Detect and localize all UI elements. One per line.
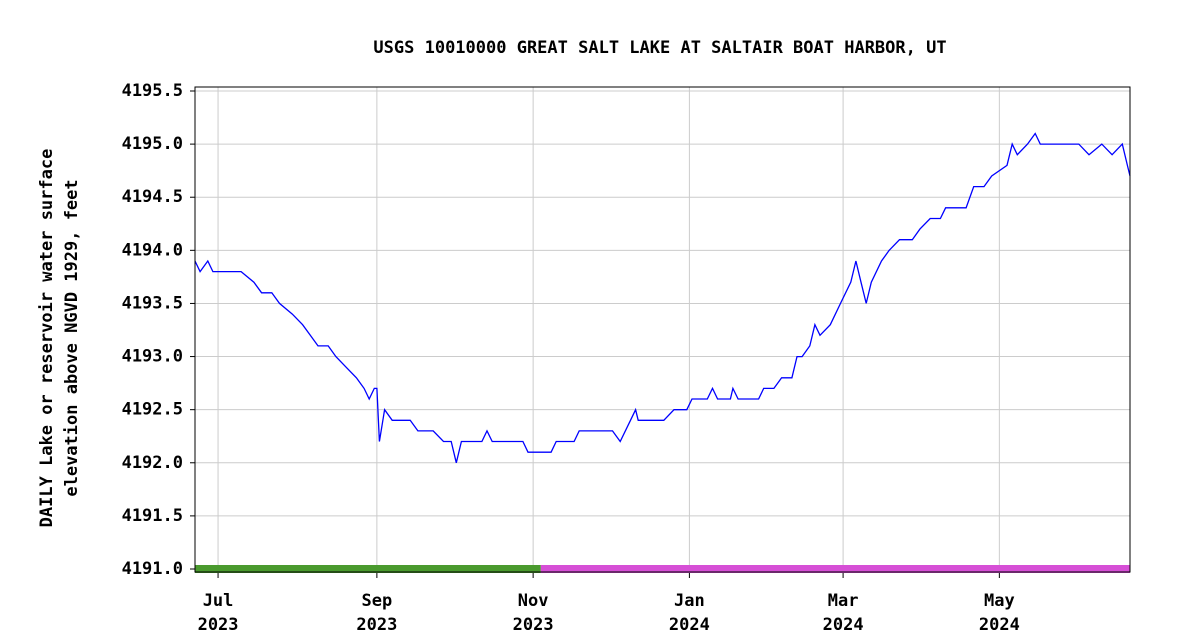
y-tick-label: 4193.0 — [122, 347, 183, 367]
x-tick-label: Nov — [518, 591, 549, 611]
y-tick-label: 4193.5 — [122, 293, 183, 313]
x-tick-label: Jan — [674, 591, 705, 611]
y-axis-title: DAILY Lake or reservoir water surface el… — [37, 149, 82, 528]
y-axis-title-line: DAILY Lake or reservoir water surface — [37, 149, 57, 528]
x-tick-label: 2023 — [513, 615, 554, 630]
y-tick-label: 4194.0 — [122, 240, 183, 260]
plot-area — [195, 87, 1130, 572]
y-tick-label: 4192.0 — [122, 453, 183, 473]
plot-frame — [194, 86, 1131, 573]
approval-bar — [540, 565, 1130, 573]
y-axis-title-line: elevation above NGVD 1929, feet — [62, 179, 82, 496]
y-tick-label: 4195.5 — [122, 81, 183, 101]
x-tick-label: 2024 — [823, 615, 864, 630]
x-tick-label: Mar — [828, 591, 859, 611]
x-tick-label: 2024 — [669, 615, 710, 630]
y-tick-label: 4192.5 — [122, 400, 183, 420]
y-tick-label: 4195.0 — [122, 134, 183, 154]
x-tick-label: 2023 — [198, 615, 239, 630]
y-tick-label: 4191.5 — [122, 506, 183, 526]
x-tick-label: 2024 — [979, 615, 1020, 630]
y-tick-label: 4191.0 — [122, 559, 183, 579]
y-tick-label: 4194.5 — [122, 187, 183, 207]
line — [194, 132, 1131, 463]
chart-title: USGS 10010000 GREAT SALT LAKE AT SALTAIR… — [373, 38, 946, 58]
approval-bar — [195, 565, 541, 573]
x-tick-label: May — [984, 591, 1015, 611]
x-tick-label: Sep — [362, 591, 393, 611]
x-tick-label: 2023 — [356, 615, 397, 630]
x-tick-label: Jul — [203, 591, 234, 611]
